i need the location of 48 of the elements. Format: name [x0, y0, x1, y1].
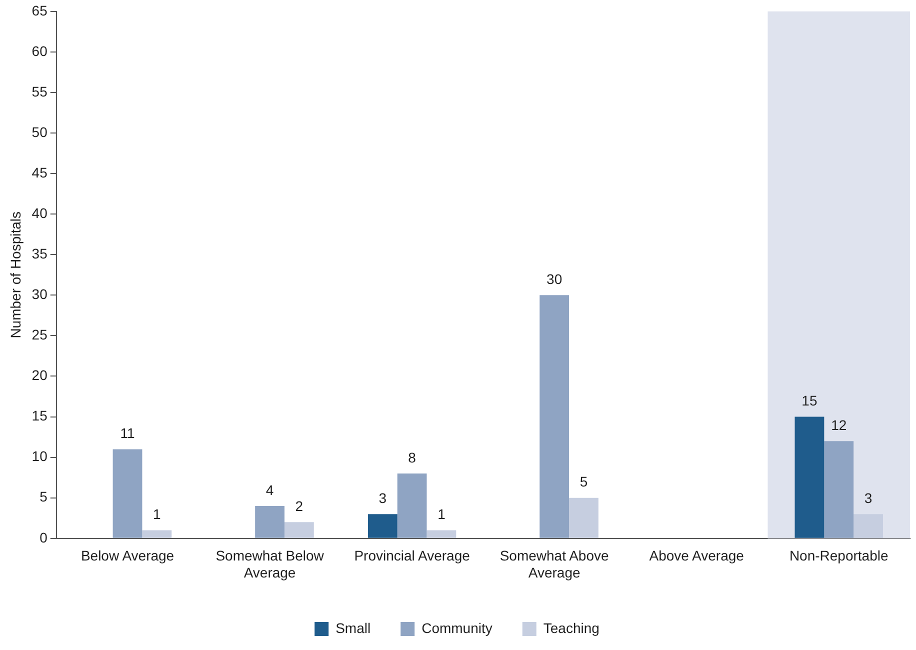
legend-label: Small — [336, 620, 371, 636]
y-tick-label: 40 — [32, 204, 48, 221]
y-tick-label: 30 — [32, 286, 48, 302]
data-label: 1 — [153, 506, 162, 522]
y-tick-label: 20 — [32, 367, 48, 384]
legend-label: Community — [422, 620, 492, 636]
bar — [142, 530, 172, 538]
bar — [794, 416, 824, 538]
bar — [824, 441, 854, 538]
bar — [284, 522, 314, 538]
data-label: 4 — [266, 482, 274, 498]
x-tick-label: Below Average — [80, 548, 174, 564]
data-label: 5 — [580, 474, 588, 490]
x-tick-label: Somewhat Below Average — [216, 548, 325, 580]
y-tick-label: 45 — [32, 164, 48, 180]
y-tick-label: 5 — [40, 488, 48, 505]
x-tick-label: Non-Reportable — [789, 548, 888, 564]
bar — [569, 498, 598, 538]
y-tick-label: 55 — [32, 83, 48, 100]
y-tick-label: 10 — [32, 448, 48, 464]
data-label: 8 — [408, 449, 416, 466]
y-tick-label: 65 — [32, 2, 48, 18]
bar — [368, 514, 398, 538]
y-tick-label: 60 — [32, 42, 48, 59]
data-label: 11 — [120, 425, 135, 442]
bar — [540, 295, 570, 538]
bar — [255, 506, 284, 538]
y-axis-title: Number of Hospitals — [7, 211, 24, 338]
data-label: 15 — [802, 392, 818, 409]
data-label: 12 — [831, 416, 847, 433]
y-tick-label: 0 — [40, 529, 48, 546]
legend-label: Teaching — [543, 620, 600, 636]
y-tick-label: 50 — [32, 124, 48, 140]
bar — [112, 449, 142, 538]
y-tick-label: 25 — [32, 326, 48, 343]
bar — [854, 514, 883, 538]
bar — [426, 530, 456, 538]
x-tick-label: Above Average — [649, 548, 744, 564]
x-tick-label: Somewhat Above Average — [500, 548, 610, 580]
data-label: 1 — [438, 506, 446, 522]
x-tick-label: Provincial Average — [354, 548, 470, 564]
data-label: 30 — [546, 271, 562, 288]
y-tick-label: 15 — [32, 408, 48, 424]
bar — [397, 474, 427, 538]
data-label: 3 — [378, 490, 387, 506]
data-label: 2 — [295, 498, 304, 514]
y-tick-label: 35 — [32, 245, 48, 262]
data-label: 3 — [864, 490, 872, 506]
